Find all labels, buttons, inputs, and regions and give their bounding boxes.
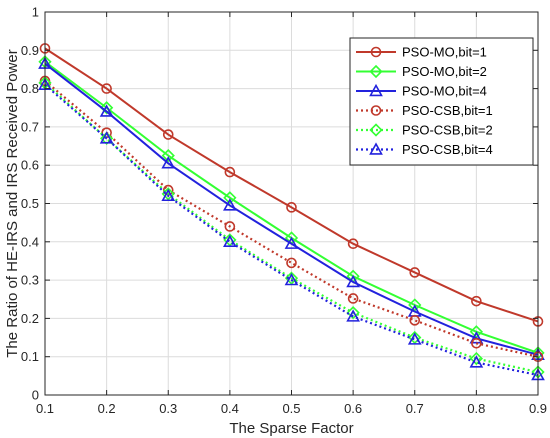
y-tick-label: 0.4: [21, 234, 39, 249]
x-tick-label: 0.8: [467, 401, 485, 416]
data-point: [347, 293, 359, 304]
legend-marker: [369, 142, 383, 155]
data-point: [409, 315, 421, 326]
legend-label: PSO-CSB,bit=2: [402, 123, 493, 138]
data-point: [101, 83, 112, 94]
data-point: [346, 309, 360, 322]
series-layer: [38, 43, 545, 381]
data-point: [162, 129, 174, 140]
data-point: [469, 331, 484, 344]
legend-marker: [369, 123, 383, 137]
series-line: [44, 47, 539, 323]
data-point: [161, 148, 175, 163]
data-point: [223, 234, 237, 247]
series-1: [39, 43, 544, 327]
legend-marker: [370, 46, 382, 58]
legend-label: PSO-MO,bit=2: [402, 64, 487, 79]
data-point: [223, 233, 237, 247]
y-tick-label: 0.1: [21, 349, 39, 364]
data-point: [224, 166, 236, 178]
y-tick-label: 0.9: [21, 43, 39, 58]
data-point: [284, 272, 299, 286]
legend-label: PSO-CSB,bit=4: [402, 142, 493, 157]
data-point: [161, 156, 176, 169]
y-tick-label: 1: [32, 5, 39, 20]
data-point: [346, 306, 360, 320]
data-point: [407, 332, 422, 345]
legend-label: PSO-MO,bit=1: [402, 45, 487, 60]
x-tick-label: 0.1: [36, 401, 54, 416]
data-point: [286, 257, 297, 269]
legend-marker: [370, 105, 382, 116]
legend-box: [349, 37, 534, 166]
series-line: [44, 62, 539, 356]
legend-entry: PSO-MO,bit=2: [356, 64, 487, 79]
x-tick-label: 0.9: [529, 401, 547, 416]
legend-entry: PSO-MO,bit=4: [356, 84, 487, 99]
data-point: [286, 202, 297, 213]
x-tick-label: 0.7: [406, 401, 424, 416]
data-point: [408, 330, 422, 345]
data-point: [346, 274, 360, 288]
x-axis-label: The Sparse Factor: [229, 420, 353, 437]
legend-label: PSO-MO,bit=4: [402, 84, 487, 99]
legend-entry: PSO-CSB,bit=1: [356, 103, 493, 118]
data-point: [409, 267, 421, 278]
x-tick-label: 0.6: [344, 401, 362, 416]
legend-entry: PSO-MO,bit=1: [356, 45, 487, 60]
series-line: [44, 82, 539, 374]
data-point: [284, 271, 299, 285]
y-tick-label: 0.5: [21, 196, 39, 211]
legend-entry: PSO-CSB,bit=2: [356, 123, 493, 138]
legend-entry: PSO-CSB,bit=4: [356, 142, 493, 157]
data-point: [469, 351, 484, 366]
data-point: [99, 131, 114, 146]
ticks: 0.1 0.2 0.3 0.4 0.5 0.6 0.7 0.8 0.900.10.20.30.4…: [21, 5, 547, 417]
data-point: [99, 131, 114, 144]
data-point: [469, 355, 484, 368]
data-point: [223, 198, 237, 211]
data-point: [99, 101, 114, 115]
y-tick-label: 0.7: [21, 119, 39, 134]
data-point: [471, 295, 482, 307]
y-tick-label: 0.2: [21, 311, 39, 326]
x-tick-label: 0.4: [221, 401, 239, 416]
y-tick-label: 0.8: [21, 81, 39, 96]
series-5: [38, 76, 545, 379]
data-point: [161, 188, 176, 202]
data-point: [99, 104, 114, 117]
x-tick-label: 0.3: [159, 401, 177, 416]
legend-marker: [369, 64, 383, 79]
x-tick-label: 0.2: [98, 401, 116, 416]
series-line: [44, 83, 539, 377]
x-tick-label: 0.5: [282, 401, 300, 416]
y-axis-label: The Ratio of HE-IRS and IRS Received Pow…: [4, 49, 21, 357]
y-tick-label: 0: [32, 388, 39, 403]
data-point: [347, 238, 359, 250]
data-point: [284, 236, 299, 249]
legend-label: PSO-CSB,bit=1: [402, 103, 493, 118]
data-point: [223, 191, 237, 205]
legend: PSO-MO,bit=1 PSO-MO,bit=2 PSO-MO,bit=4 PSO-…: [349, 37, 534, 166]
legend-marker: [369, 83, 383, 97]
y-tick-label: 0.3: [21, 273, 39, 288]
data-point: [471, 337, 482, 349]
y-tick-label: 0.6: [21, 158, 39, 173]
data-point: [224, 221, 236, 232]
